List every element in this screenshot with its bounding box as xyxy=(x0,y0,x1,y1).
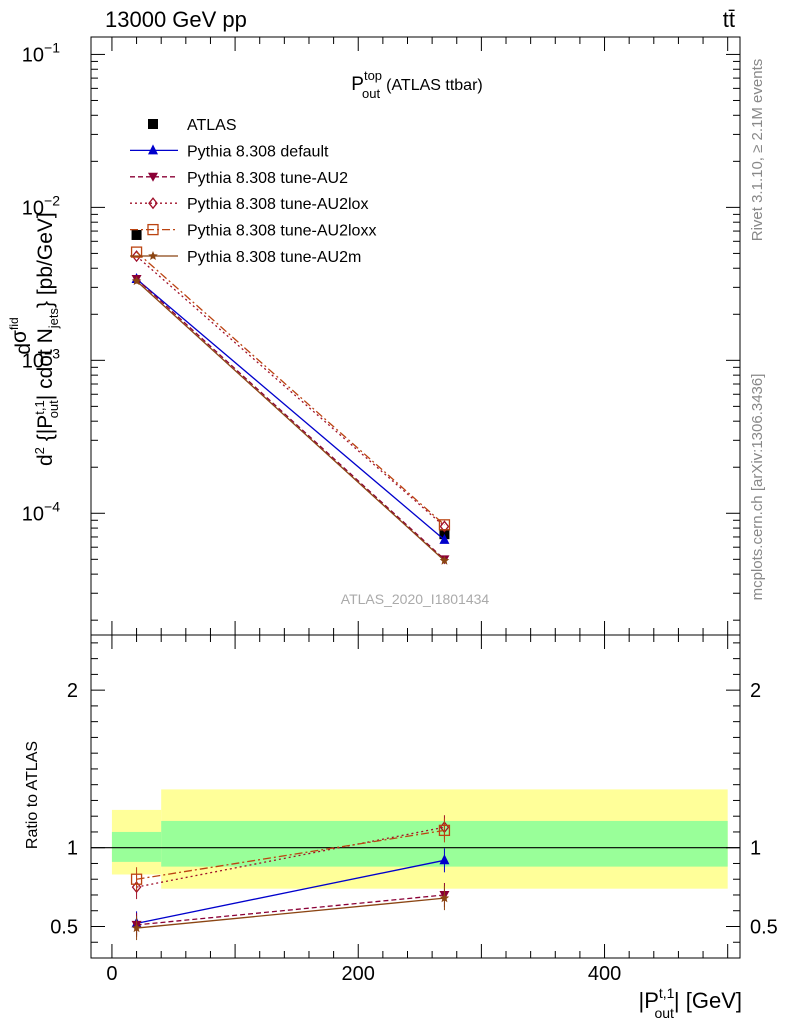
legend-marker-pythia-8-308-tune-au2loxx xyxy=(147,223,159,236)
ratio-y-tick-label-right: 0.5 xyxy=(750,916,778,938)
ratio-point-pythia-8-308-tune-au2m xyxy=(131,923,142,933)
main-series-line-pythia-8-308-tune-au2lox xyxy=(136,255,445,527)
ratio-point-pythia-8-308-tune-au2lox xyxy=(131,881,142,894)
main-series-line-pythia-8-308-tune-au2 xyxy=(136,278,445,560)
main-y-tick-label: 10−1 xyxy=(22,39,60,66)
ratio-bands xyxy=(91,789,740,889)
main-y-tick-label: 10−4 xyxy=(22,498,60,525)
ratio-series-line-pythia-8-308-tune-au2 xyxy=(136,894,445,926)
legend-marker-pythia-8-308-tune-au2lox xyxy=(148,197,158,210)
ratio-series-line-pythia-8-308-tune-au2loxx xyxy=(136,829,445,880)
ratio-series-line-pythia-8-308-tune-au2m xyxy=(136,897,445,929)
ratio-point-pythia-8-308-tune-au2loxx xyxy=(438,824,451,837)
ratio-band-stat xyxy=(111,831,162,862)
main-point-pythia-8-308-default xyxy=(439,533,450,544)
x-tick-label: 200 xyxy=(342,963,375,985)
main-point-pythia-8-308-tune-au2m xyxy=(131,276,142,286)
main-point-atlas xyxy=(131,229,142,240)
ratio-y-tick-label: 2 xyxy=(67,680,78,702)
plot-title: Ptop out (ATLAS ttbar) xyxy=(351,68,482,101)
main-point-pythia-8-308-tune-au2loxx xyxy=(130,246,143,258)
ratio-point-pythia-8-308-tune-au2loxx xyxy=(130,873,143,885)
ratio-y-tick-label-right: 1 xyxy=(750,838,761,860)
ratio-point-pythia-8-308-tune-au2m xyxy=(439,893,450,903)
ratio-y-tick-label: 1 xyxy=(67,838,78,860)
svg-text:dσfid: dσfid xyxy=(7,317,35,354)
main-point-pythia-8-308-tune-au2lox xyxy=(439,520,450,533)
main-point-pythia-8-308-tune-au2m xyxy=(439,555,450,565)
svg-text:d2 {|Pt,1out| cdot Njets} [pb/: d2 {|Pt,1out| cdot Njets} [pb/GeV] xyxy=(32,212,61,466)
x-tick-label: 0 xyxy=(106,963,117,985)
rivet-label: Rivet 3.1.10, ≥ 2.1M events xyxy=(749,59,766,242)
legend-label-pythia-8-308-tune-au2: Pythia 8.308 tune-AU2 xyxy=(187,170,348,187)
xlabel: |Pt,1 out| [GeV] xyxy=(638,985,742,1021)
ratio-series-line-pythia-8-308-tune-au2lox xyxy=(136,826,445,888)
ratio-y-tick-label-right: 2 xyxy=(750,680,761,702)
legend-marker-pythia-8-308-default xyxy=(148,144,158,155)
main-ylabel: dσfid d2 {|Pt,1out| cdot Njets} [pb/GeV] xyxy=(7,212,61,466)
main-y-tick-label: 10−2 xyxy=(22,192,60,219)
main-y-tick-label: 10−3 xyxy=(22,345,60,372)
legend-label-atlas: ATLAS xyxy=(187,117,237,134)
ratio-series-group xyxy=(130,815,451,941)
main-series-line-pythia-8-308-tune-au2m xyxy=(136,280,445,562)
ratio-frame xyxy=(90,634,741,959)
legend-label-pythia-8-308-tune-au2lox: Pythia 8.308 tune-AU2lox xyxy=(187,196,368,213)
legend-marker-pythia-8-308-tune-au2 xyxy=(148,172,158,182)
main-point-pythia-8-308-tune-au2loxx xyxy=(438,519,451,531)
ratio-point-pythia-8-308-default xyxy=(439,854,450,865)
legend-label-pythia-8-308-tune-au2m: Pythia 8.308 tune-AU2m xyxy=(187,249,361,266)
main-series-group xyxy=(130,229,451,565)
main-series-line-pythia-8-308-default xyxy=(136,278,445,541)
x-tick-label: 400 xyxy=(588,963,621,985)
legend: ATLAS Pythia 8.308 default Pythia 8.308 tu… xyxy=(130,117,376,266)
ratio-series-line-pythia-8-308-default xyxy=(136,859,445,924)
legend-marker-pythia-8-308-tune-au2m xyxy=(148,251,158,260)
ratio-ylabel: Ratio to ATLAS xyxy=(24,741,41,849)
legend-label-pythia-8-308-default: Pythia 8.308 default xyxy=(187,143,329,160)
mcplots-label: mcplots.cern.ch [arXiv:1306.3436] xyxy=(749,374,766,601)
beam-label: 13000 GeV pp xyxy=(105,7,247,32)
main-series-line-pythia-8-308-tune-au2loxx xyxy=(136,251,445,526)
ratio-y-tick-label: 0.5 xyxy=(50,916,78,938)
legend-label-pythia-8-308-tune-au2loxx: Pythia 8.308 tune-AU2loxx xyxy=(187,223,376,240)
legend-marker-atlas xyxy=(148,119,158,129)
analysis-id: ATLAS_2020_I1801434 xyxy=(341,591,490,607)
main-axes: 10−1 10−2 10−3 10−4 xyxy=(22,37,740,635)
ratio-axes: 0.5 0.5 1 1 2 2 0 200 400 xyxy=(50,635,778,985)
process-label: tt̄ xyxy=(723,7,735,32)
